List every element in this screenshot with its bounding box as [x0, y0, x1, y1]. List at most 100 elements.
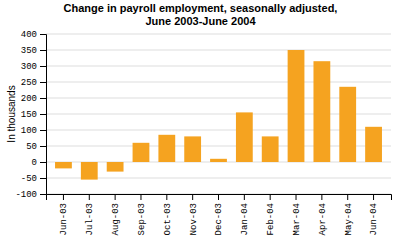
axis-domain — [47, 195, 392, 201]
tick-mark — [40, 178, 46, 179]
tick-label: Aug-03 — [111, 203, 121, 235]
grid-line — [46, 50, 391, 51]
bars — [55, 50, 382, 180]
grid-line — [46, 82, 391, 83]
tick-mark — [140, 194, 141, 200]
tick-mark — [40, 82, 46, 83]
tick-mark — [40, 146, 46, 147]
x-axis: Jun-03 Jul-03 Aug-03 Sep-03 Oct-03 Nov-03 Dec-… — [47, 194, 392, 235]
tick: Jun-04 — [369, 194, 379, 235]
tick-mark — [321, 194, 322, 200]
tick-mark — [40, 66, 46, 67]
tick: Jan-04 — [240, 194, 250, 235]
tick: 100 — [21, 126, 46, 136]
tick: Nov-03 — [189, 194, 199, 235]
chart: Change in payroll employment, seasonally… — [0, 0, 401, 238]
tick-mark — [166, 194, 167, 200]
grid-line — [46, 130, 391, 131]
bar — [365, 127, 382, 162]
grid — [46, 34, 391, 194]
bar — [184, 136, 201, 162]
tick: -50 — [21, 174, 46, 184]
tick-mark — [373, 194, 374, 200]
axis-domain — [40, 35, 47, 195]
grid-line — [46, 146, 391, 147]
y-axis: -100 -50 0 50 100 150 200 250 300 350 400 — [15, 30, 46, 200]
bar — [133, 143, 150, 162]
bar — [313, 61, 330, 162]
tick-label: Feb-04 — [266, 203, 276, 235]
tick-label: -50 — [21, 174, 37, 184]
tick-label: Mar-04 — [292, 203, 302, 235]
y-axis-title: In thousands — [6, 85, 17, 142]
tick-label: Jun-03 — [59, 203, 69, 235]
bar — [107, 162, 124, 172]
tick: Feb-04 — [266, 194, 276, 235]
tick: Dec-03 — [214, 194, 224, 235]
tick-label: 400 — [21, 30, 37, 40]
tick-label: 100 — [21, 126, 37, 136]
tick-mark — [40, 50, 46, 51]
tick-mark — [347, 194, 348, 200]
tick-mark — [270, 194, 271, 200]
tick: 50 — [26, 142, 46, 152]
tick-label: May-04 — [344, 203, 354, 235]
tick-label: Dec-03 — [214, 203, 224, 235]
tick-label: Jun-04 — [369, 203, 379, 235]
tick: Aug-03 — [111, 194, 121, 235]
tick-mark — [192, 194, 193, 200]
tick-label: Jan-04 — [240, 203, 250, 235]
tick-label: Apr-04 — [318, 203, 328, 235]
tick: Jul-03 — [85, 194, 95, 235]
tick: 400 — [21, 30, 46, 40]
tick-label: Nov-03 — [189, 203, 199, 235]
tick-mark — [296, 194, 297, 200]
tick: Jun-03 — [59, 194, 69, 235]
tick: 250 — [21, 78, 46, 88]
tick-label: 200 — [21, 94, 37, 104]
tick: 350 — [21, 46, 46, 56]
tick: Oct-03 — [163, 194, 173, 235]
tick-label: Jul-03 — [85, 203, 95, 235]
subtitle: June 2003-June 2004 — [145, 15, 256, 27]
tick-mark — [40, 162, 46, 163]
tick-mark — [40, 194, 46, 195]
bar — [210, 159, 227, 162]
grid-line — [46, 66, 391, 67]
bar — [81, 162, 98, 180]
grid-line — [46, 34, 391, 35]
tick-mark — [40, 114, 46, 115]
tick-label: Sep-03 — [137, 203, 147, 235]
tick-mark — [115, 194, 116, 200]
tick: 150 — [21, 110, 46, 120]
tick-label: 0 — [32, 158, 37, 168]
tick-label: Oct-03 — [163, 203, 173, 235]
grid-line — [46, 178, 391, 179]
tick: Apr-04 — [318, 194, 328, 235]
bar — [55, 162, 72, 168]
tick: May-04 — [344, 194, 354, 235]
tick-label: 350 — [21, 46, 37, 56]
bar — [288, 50, 305, 162]
tick: 300 — [21, 62, 46, 72]
tick-mark — [218, 194, 219, 200]
tick-mark — [40, 34, 46, 35]
tick: Sep-03 — [137, 194, 147, 235]
tick-mark — [89, 194, 90, 200]
tick-label: -100 — [15, 190, 37, 200]
tick: 200 — [21, 94, 46, 104]
grid-line — [46, 98, 391, 99]
tick-label: 300 — [21, 62, 37, 72]
tick: Mar-04 — [292, 194, 302, 235]
plot: -100 -50 0 50 100 150 200 250 300 350 400 Jun-03 Jul… — [15, 30, 391, 235]
bar — [262, 136, 279, 162]
grid-line — [46, 114, 391, 115]
tick: -100 — [15, 190, 46, 200]
tick-label: 250 — [21, 78, 37, 88]
title: Change in payroll employment, seasonally… — [64, 2, 338, 14]
tick-mark — [40, 130, 46, 131]
bar — [339, 87, 356, 162]
bar — [236, 112, 253, 162]
tick-mark — [244, 194, 245, 200]
tick-label: 50 — [26, 142, 37, 152]
